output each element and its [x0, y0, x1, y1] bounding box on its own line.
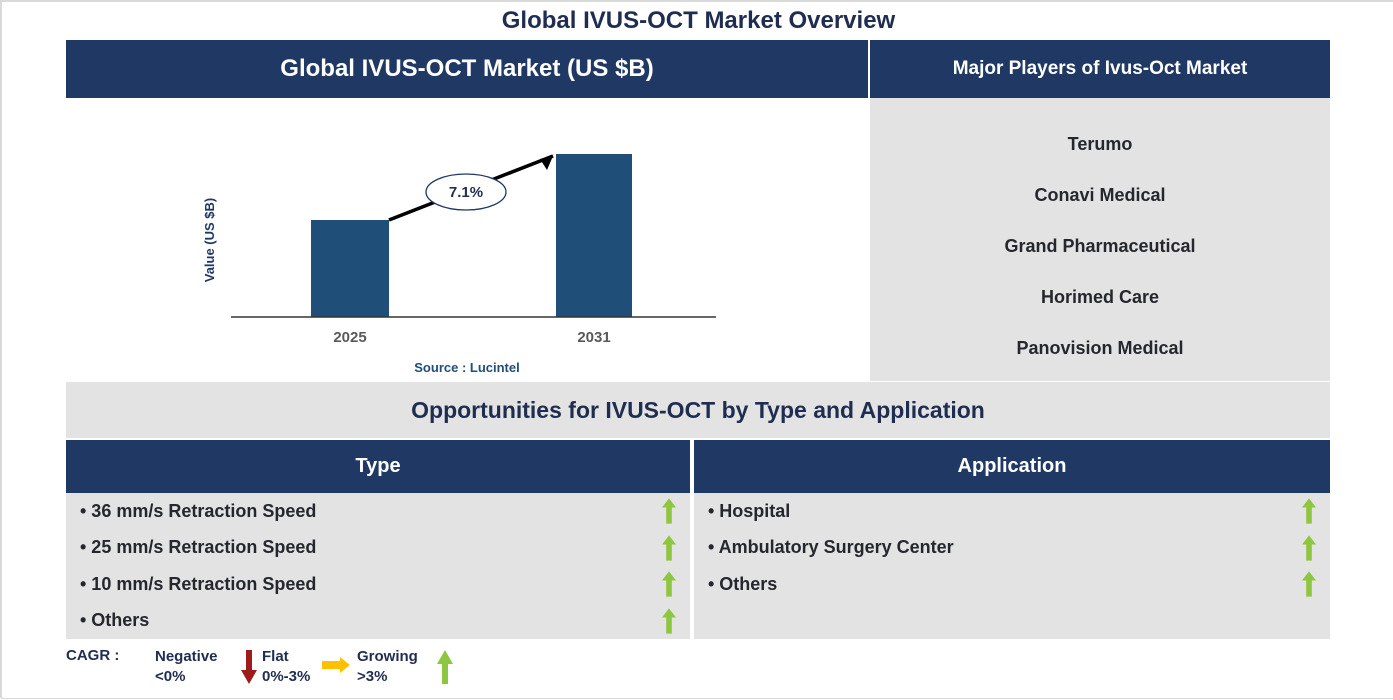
svg-text:7.1%: 7.1% — [449, 184, 483, 201]
svg-text:Value (US $B): Value (US $B) — [202, 198, 217, 283]
svg-text:2031: 2031 — [577, 329, 610, 346]
svg-text:2025: 2025 — [333, 329, 366, 346]
svg-text:Source : Lucintel: Source : Lucintel — [414, 360, 519, 375]
